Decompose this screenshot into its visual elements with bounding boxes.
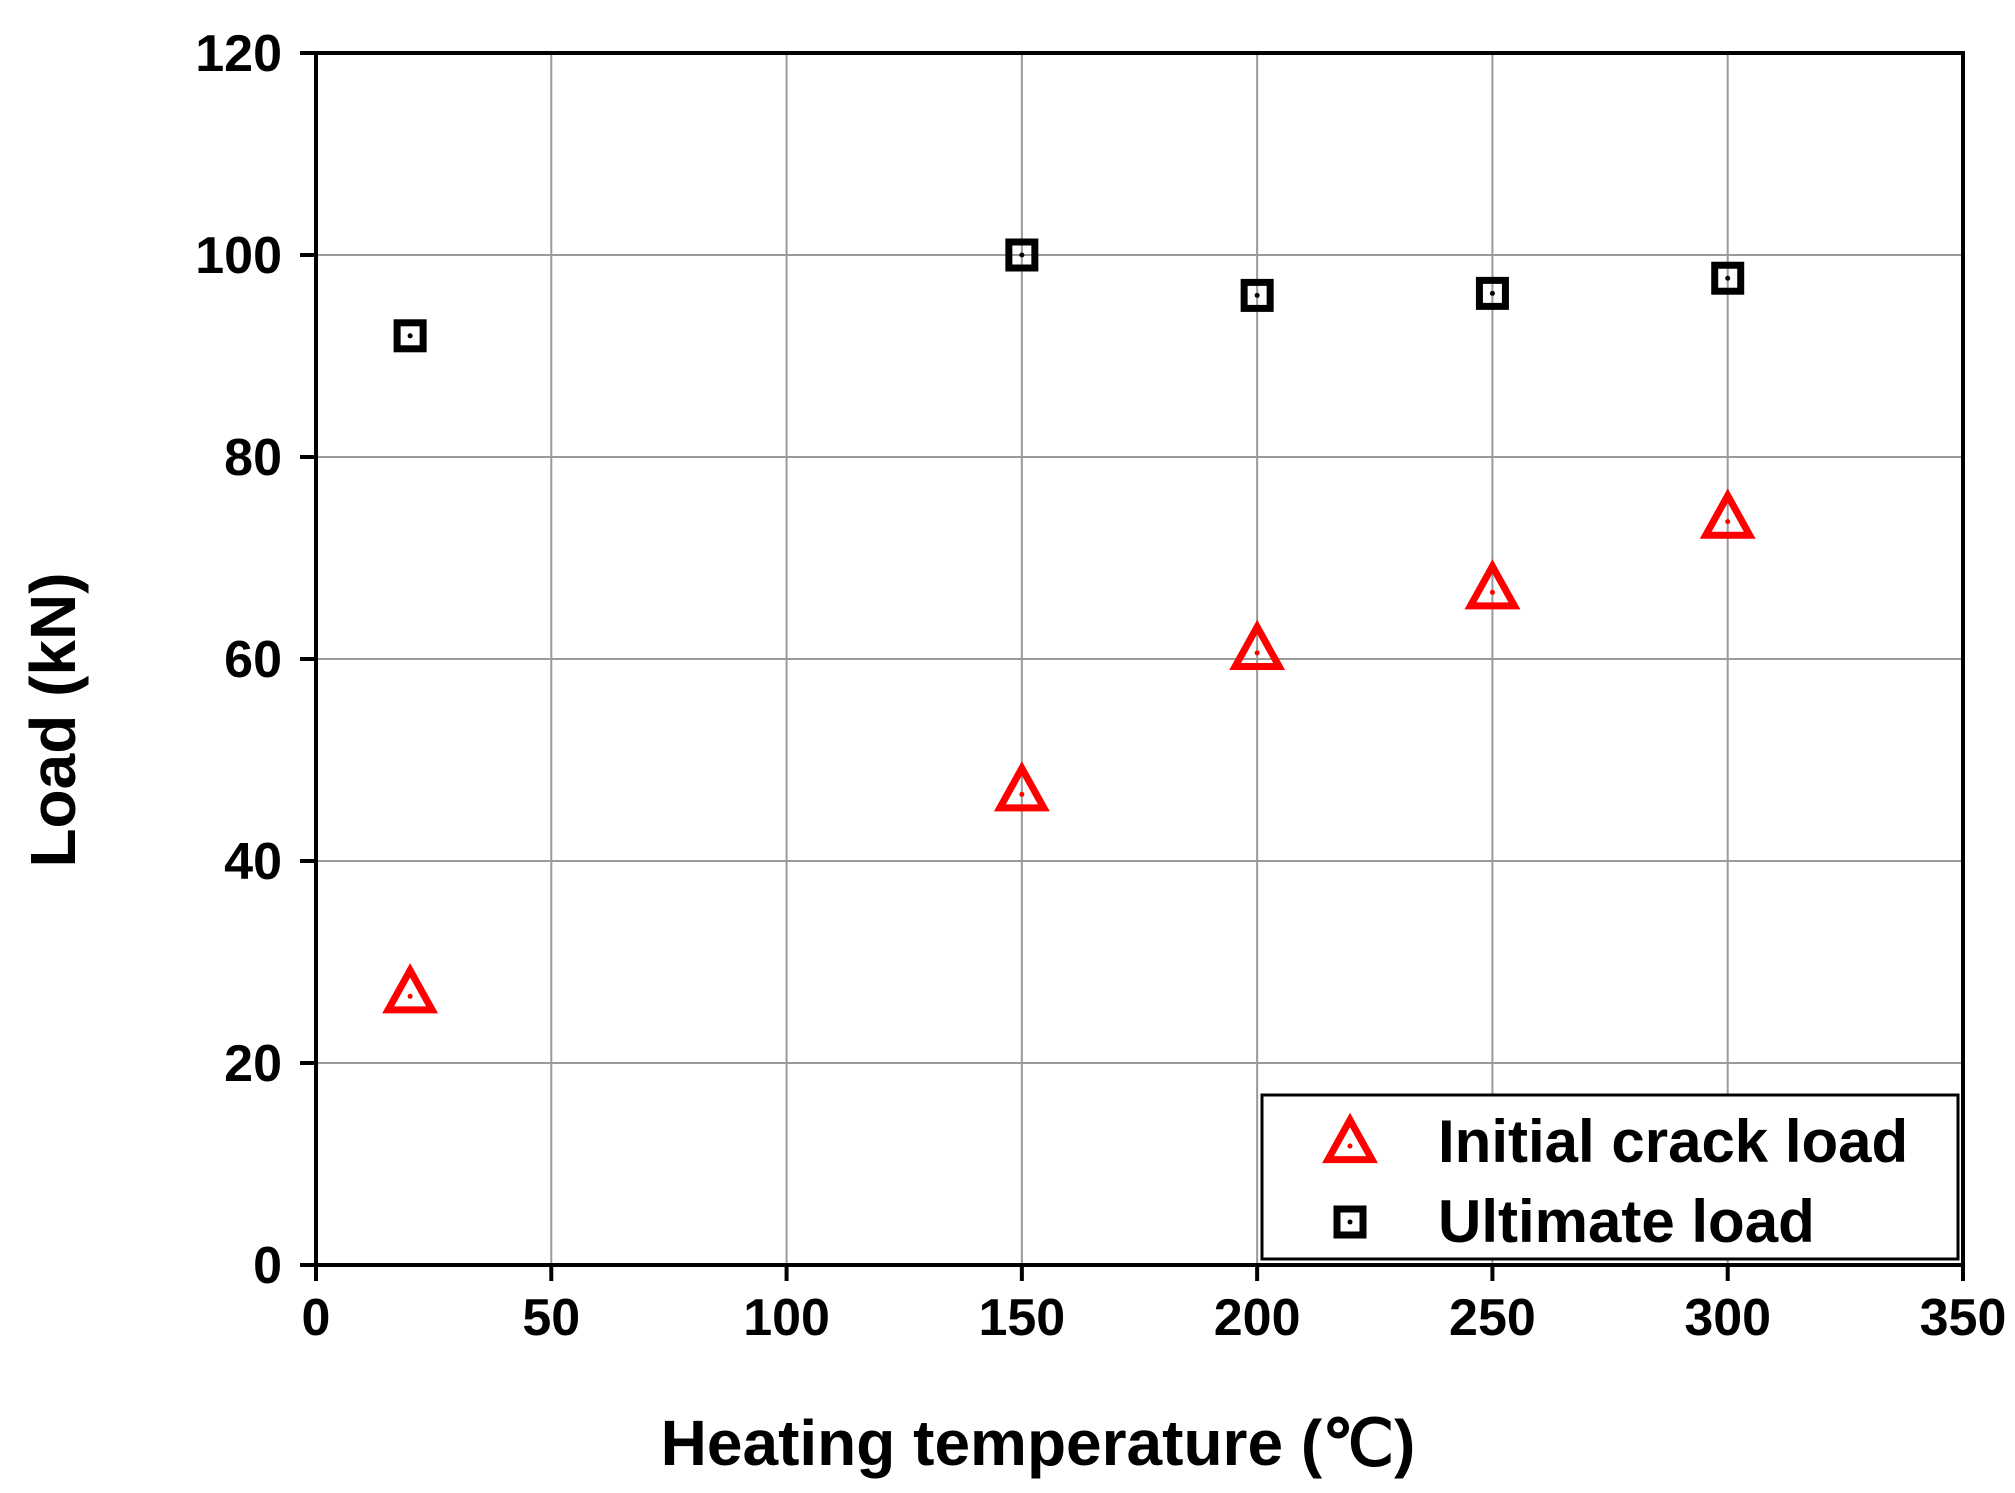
data-markers xyxy=(382,238,1756,1014)
ultimate-load-point xyxy=(1005,238,1039,272)
y-tick-label: 120 xyxy=(195,25,282,83)
ultimate-load-point-shape xyxy=(393,319,427,353)
initial-crack-load-point xyxy=(1229,619,1286,670)
y-axis-title: Load (kN) xyxy=(17,572,89,867)
initial-crack-load-point-shape xyxy=(382,963,439,1014)
legend-marker-ultimate-load xyxy=(1333,1205,1367,1239)
initial-crack-load-point-dot xyxy=(407,993,413,999)
legend-square-icon xyxy=(1333,1205,1367,1239)
x-tick-label: 200 xyxy=(1214,1289,1301,1347)
initial-crack-load-point xyxy=(1464,559,1521,610)
legend-square-icon-shape xyxy=(1333,1205,1367,1239)
y-axis-ticks: 0 20 40 60 80 100 120 xyxy=(195,25,316,1295)
x-tick-label: 350 xyxy=(1920,1289,2007,1347)
ultimate-load-point xyxy=(393,319,427,353)
x-tick-label: 150 xyxy=(978,1289,1065,1347)
initial-crack-load-point-dot xyxy=(1019,791,1025,797)
initial-crack-load-point-shape xyxy=(1699,488,1756,539)
x-axis-ticks: 0 50 100 150 200 250 300 350 xyxy=(302,1265,2007,1347)
legend-triangle-icon-shape xyxy=(1322,1112,1378,1164)
y-tick-label: 100 xyxy=(195,227,282,285)
ultimate-load-point-dot xyxy=(1254,292,1260,298)
y-tick-label: 60 xyxy=(224,631,282,689)
y-tick-label: 40 xyxy=(224,833,282,891)
initial-crack-load-point-dot xyxy=(1725,519,1731,525)
legend-label-ultimate-load: Ultimate load xyxy=(1438,1188,1815,1255)
x-tick-label: 100 xyxy=(743,1289,830,1347)
ultimate-load-point xyxy=(1240,278,1274,312)
legend-box xyxy=(1260,1093,1960,1261)
ultimate-load-point-shape xyxy=(1240,278,1274,312)
y-tick-label: 20 xyxy=(224,1035,282,1093)
initial-crack-load-point-dot xyxy=(1489,589,1495,595)
ultimate-load-point xyxy=(1711,261,1745,295)
x-tick-label: 50 xyxy=(522,1289,580,1347)
x-axis-title: Heating temperature (℃) xyxy=(661,1407,1416,1479)
ultimate-load-point-dot xyxy=(407,333,413,339)
initial-crack-load-point xyxy=(993,761,1050,812)
legend-marker-initial-crack-load xyxy=(1322,1112,1378,1164)
ultimate-load-point xyxy=(1475,276,1509,310)
initial-crack-load-point xyxy=(382,963,439,1014)
initial-crack-load-point-shape xyxy=(1464,559,1521,610)
legend-triangle-icon-dot xyxy=(1347,1143,1353,1149)
legend-square-icon-dot xyxy=(1347,1219,1353,1225)
initial-crack-load-point xyxy=(1699,488,1756,539)
y-tick-label: 80 xyxy=(224,429,282,487)
ultimate-load-point-shape xyxy=(1005,238,1039,272)
legend-triangle-icon xyxy=(1322,1112,1378,1164)
initial-crack-load-point-shape xyxy=(993,761,1050,812)
ultimate-load-point-dot xyxy=(1725,275,1731,281)
x-tick-label: 300 xyxy=(1684,1289,1771,1347)
x-tick-label: 250 xyxy=(1449,1289,1536,1347)
ultimate-load-point-shape xyxy=(1711,261,1745,295)
ultimate-load-point-dot xyxy=(1489,290,1495,296)
legend-label-initial-crack-load: Initial crack load xyxy=(1438,1108,1908,1175)
initial-crack-load-point-dot xyxy=(1254,650,1260,656)
grid-lines xyxy=(316,53,1963,1265)
legend: Initial crack load Ultimate load xyxy=(1260,1093,1960,1261)
x-tick-label: 0 xyxy=(302,1289,331,1347)
ultimate-load-point-dot xyxy=(1019,252,1025,258)
ultimate-load-point-shape xyxy=(1475,276,1509,310)
y-tick-label: 0 xyxy=(253,1237,282,1295)
initial-crack-load-point-shape xyxy=(1229,619,1286,670)
